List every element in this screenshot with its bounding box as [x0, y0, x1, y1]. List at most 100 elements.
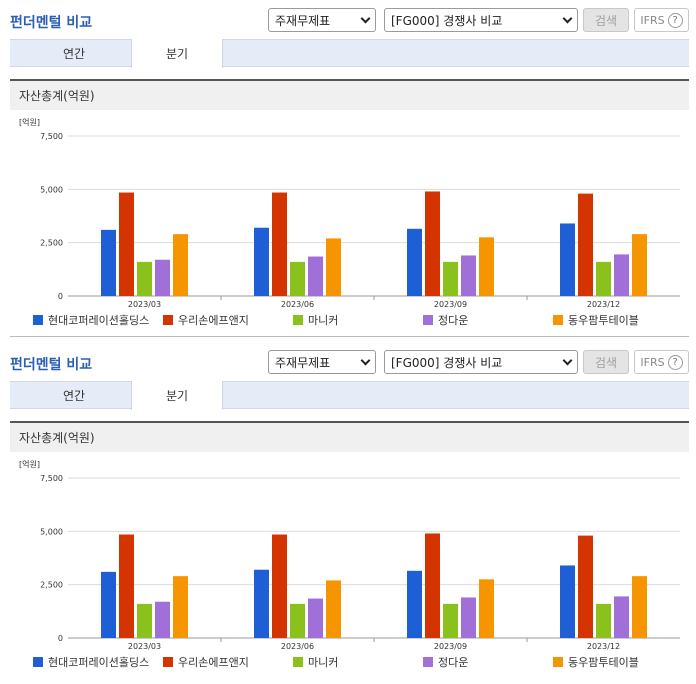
- peer-group-select[interactable]: [FG000] 경쟁사 비교: [384, 8, 578, 32]
- bar: [173, 234, 188, 296]
- bar: [407, 570, 422, 638]
- section-header: 자산총계(억원): [10, 79, 689, 110]
- ifrs-label: IFRS: [640, 355, 665, 369]
- x-tick-label: 2023/03: [128, 642, 161, 651]
- legend-label: 마니커: [308, 314, 338, 327]
- bar: [173, 576, 188, 638]
- y-axis-unit: [억원]: [19, 460, 40, 469]
- y-tick-label: 7,500: [40, 132, 63, 141]
- help-icon: ?: [667, 12, 683, 28]
- tab-quarterly[interactable]: 분기: [131, 39, 223, 68]
- legend-swatch: [163, 657, 173, 667]
- legend-label: 현대코퍼레이션홀딩스: [48, 656, 149, 669]
- legend-swatch: [423, 315, 433, 325]
- legend-swatch: [293, 657, 303, 667]
- bar: [596, 603, 611, 638]
- ifrs-label: IFRS: [640, 13, 665, 27]
- legend-label: 우리손에프앤지: [178, 656, 249, 669]
- bar: [560, 565, 575, 638]
- bar: [443, 603, 458, 638]
- y-tick-label: 2,500: [40, 239, 63, 248]
- bar: [578, 193, 593, 296]
- bar: [425, 191, 440, 296]
- x-tick-label: 2023/06: [281, 642, 314, 651]
- y-tick-label: 2,500: [40, 581, 63, 590]
- bar: [479, 237, 494, 296]
- bar: [254, 227, 269, 296]
- section-header: 자산총계(억원): [10, 421, 689, 452]
- y-tick-label: 5,000: [40, 527, 63, 536]
- help-icon: ?: [667, 354, 683, 370]
- legend-swatch: [553, 657, 563, 667]
- bar: [578, 535, 593, 638]
- statement-type-select[interactable]: 주재무제표: [268, 8, 376, 32]
- peer-group-value: [FG000] 경쟁사 비교: [391, 355, 503, 370]
- ifrs-help-button[interactable]: IFRS ?: [634, 8, 689, 32]
- x-tick-label: 2023/09: [434, 300, 467, 309]
- legend-label: 동우팜투테이블: [568, 656, 639, 669]
- bar: [155, 601, 170, 638]
- bar: [272, 192, 287, 296]
- legend-label: 우리손에프앤지: [178, 314, 249, 327]
- ifrs-help-button[interactable]: IFRS ?: [634, 350, 689, 374]
- bar: [326, 580, 341, 638]
- fundamental-panel-2: 펀더멘털 비교 주재무제표 [FG000] 경쟁사 비교 검색 IFRS ? 연…: [0, 342, 696, 684]
- legend-label: 정다운: [438, 656, 468, 669]
- statement-type-value: 주재무제표: [275, 355, 331, 370]
- bar: [443, 261, 458, 296]
- x-tick-label: 2023/12: [587, 300, 620, 309]
- search-button[interactable]: 검색: [583, 350, 629, 374]
- bar: [596, 261, 611, 296]
- bar: [479, 579, 494, 638]
- divider: [10, 336, 689, 337]
- bar: [614, 254, 629, 296]
- x-tick-label: 2023/03: [128, 300, 161, 309]
- tab-annual[interactable]: 연간: [62, 47, 86, 61]
- statement-type-select[interactable]: 주재무제표: [268, 350, 376, 374]
- legend-swatch: [33, 657, 43, 667]
- legend-label: 동우팜투테이블: [568, 314, 639, 327]
- x-tick-label: 2023/12: [587, 642, 620, 651]
- bar: [119, 192, 134, 296]
- legend-label: 마니커: [308, 656, 338, 669]
- legend-label: 현대코퍼레이션홀딩스: [48, 314, 149, 327]
- statement-type-value: 주재무제표: [275, 13, 331, 28]
- bar: [272, 534, 287, 638]
- bar: [461, 597, 476, 638]
- legend-label: 정다운: [438, 314, 468, 327]
- search-button[interactable]: 검색: [583, 8, 629, 32]
- bar: [137, 603, 152, 638]
- peer-group-value: [FG000] 경쟁사 비교: [391, 13, 503, 28]
- legend-swatch: [33, 315, 43, 325]
- asset-bar-chart: 0 2,500 5,000 7,500 2023/03 2023/06 2023/09 202…: [33, 132, 680, 327]
- period-tabs: 연간 분기: [10, 39, 689, 68]
- bar: [308, 598, 323, 638]
- bar: [308, 256, 323, 296]
- bar: [137, 261, 152, 296]
- bar: [614, 596, 629, 638]
- y-tick-label: 7,500: [40, 474, 63, 483]
- y-tick-label: 0: [58, 292, 63, 301]
- bar: [254, 569, 269, 638]
- y-tick-label: 5,000: [40, 185, 63, 194]
- bar: [155, 259, 170, 296]
- tab-annual[interactable]: 연간: [62, 389, 86, 403]
- bar: [101, 571, 116, 638]
- y-tick-label: 0: [58, 634, 63, 643]
- bar: [326, 238, 341, 296]
- fundamental-panel-1: 펀더멘털 비교 주재무제표 [FG000] 경쟁사 비교 검색 IFRS ? 연…: [10, 8, 689, 337]
- legend-swatch: [293, 315, 303, 325]
- x-tick-label: 2023/06: [281, 300, 314, 309]
- bar: [425, 533, 440, 638]
- bar: [290, 603, 305, 638]
- panel-title: 펀더멘털 비교: [10, 357, 93, 373]
- peer-group-select[interactable]: [FG000] 경쟁사 비교: [384, 350, 578, 374]
- tab-quarterly[interactable]: 분기: [131, 381, 223, 410]
- legend-swatch: [163, 315, 173, 325]
- panel-title: 펀더멘털 비교: [10, 15, 93, 31]
- bar: [119, 534, 134, 638]
- asset-bar-chart: 0 2,500 5,000 7,500 2023/03 2023/06 2023/09 202…: [33, 474, 680, 669]
- bar: [560, 223, 575, 296]
- legend-swatch: [423, 657, 433, 667]
- bar: [632, 576, 647, 638]
